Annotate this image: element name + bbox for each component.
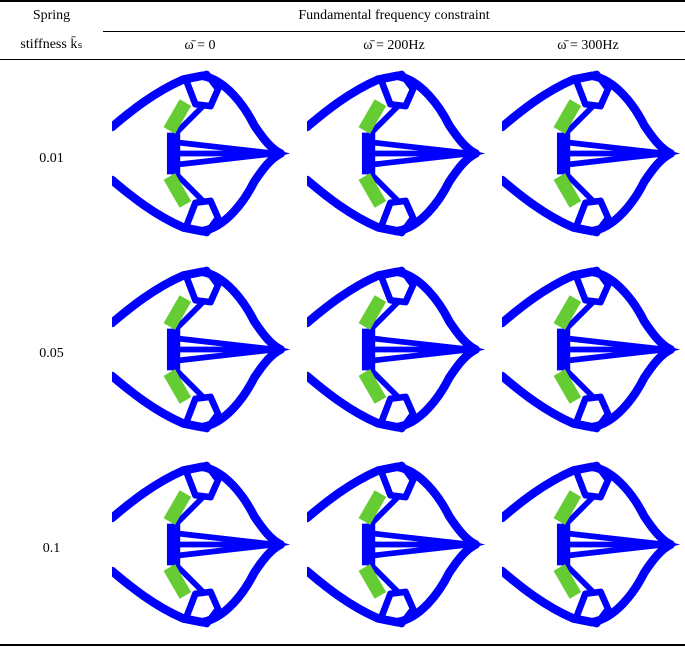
topology-image: [307, 270, 485, 429]
column-header: ω̄ = 0: [184, 38, 216, 53]
header-rule: [0, 59, 685, 60]
row-header: stiffness k̄ₛ: [20, 37, 83, 52]
topology-image: [502, 74, 680, 233]
group-rule: [103, 31, 685, 32]
topology-image: [307, 465, 485, 624]
column-header: ω̄ = 200Hz: [363, 38, 425, 53]
topology-image: [502, 465, 680, 624]
topology-image: [112, 465, 290, 624]
group-header: Fundamental frequency constraint: [298, 8, 490, 23]
topology-image: [112, 74, 290, 233]
row-label: 0.1: [42, 541, 61, 556]
top-rule: [0, 0, 685, 2]
row-label: 0.05: [39, 346, 64, 361]
topology-image: [502, 270, 680, 429]
row-label: 0.01: [39, 151, 64, 166]
bottom-rule: [0, 644, 685, 646]
column-header: ω̄ = 300Hz: [557, 38, 619, 53]
topology-image: [307, 74, 485, 233]
topology-image: [112, 270, 290, 429]
row-header: Spring: [32, 8, 71, 23]
